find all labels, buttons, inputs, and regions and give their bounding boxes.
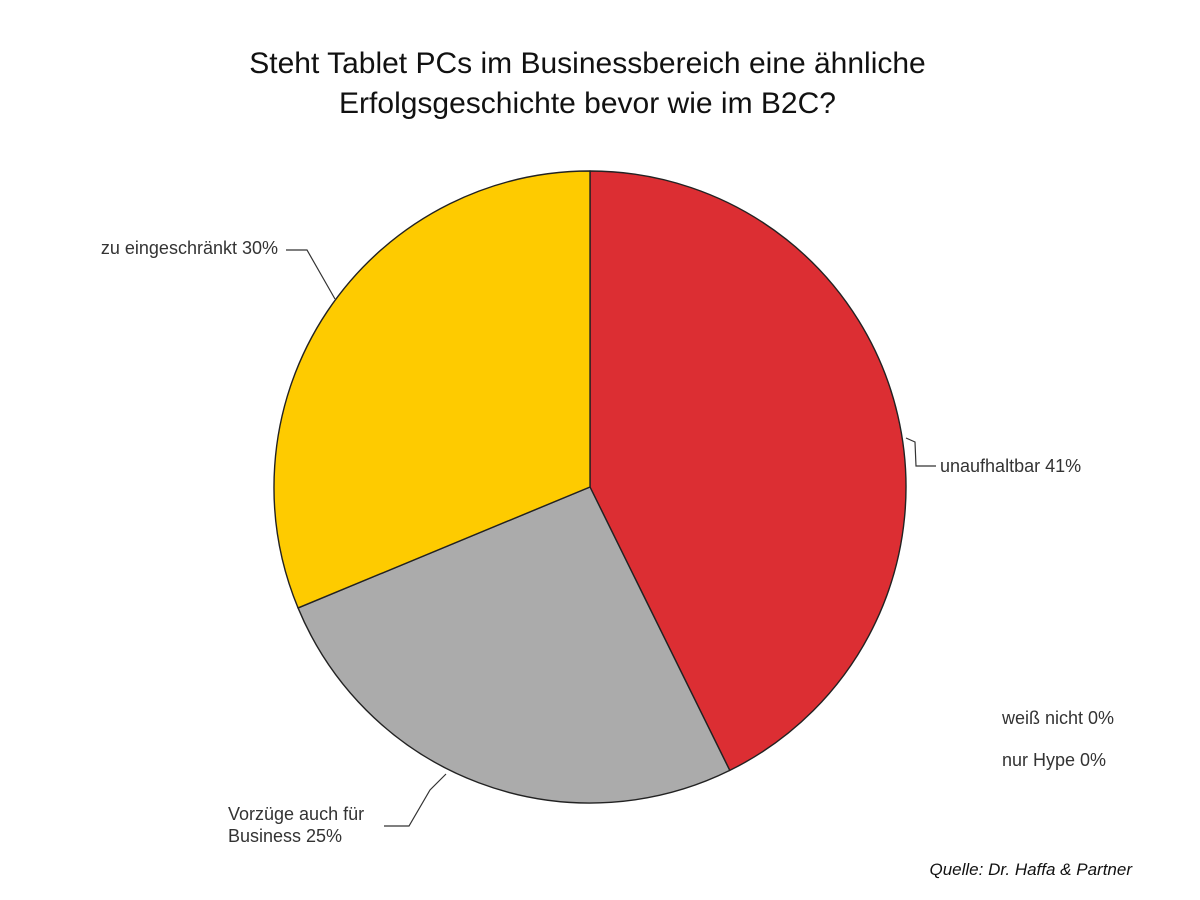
slice-label-unaufhaltbar: unaufhaltbar 41% [940, 456, 1081, 476]
chart-title-line-1: Steht Tablet PCs im Businessbereich eine… [249, 47, 926, 80]
slice-label-zu-eingeschraenkt: zu eingeschränkt 30% [101, 238, 278, 258]
leader-line-zu-eingeschraenkt [286, 249, 336, 300]
pie-labels: unaufhaltbar 41% Vorzüge auch für Business… [101, 238, 1114, 846]
pie-leader-lines [286, 249, 936, 827]
pie-slice-zu-eingeschraenkt [273, 170, 591, 609]
slice-label-weiss-nicht: weiß nicht 0% [1001, 708, 1114, 728]
slice-label-nur-hype: nur Hype 0% [1002, 750, 1106, 770]
chart-source: Quelle: Dr. Haffa & Partner [929, 860, 1132, 879]
chart-title: Steht Tablet PCs im Businessbereich eine… [0, 44, 1175, 124]
chart-title-line-2: Erfolgsgeschichte bevor wie im B2C? [339, 87, 836, 120]
leader-line-unaufhaltbar [905, 437, 936, 467]
slice-label-vorzuege-auch-fuer-business: Vorzüge auch für Business 25% [228, 804, 364, 846]
pie-slices [273, 170, 907, 804]
pie-slice-unaufhaltbar [589, 170, 907, 772]
leader-line-vorzuege-auch-fuer-business [384, 773, 447, 827]
pie-slice-vorzuege-auch-fuer-business [297, 486, 731, 804]
